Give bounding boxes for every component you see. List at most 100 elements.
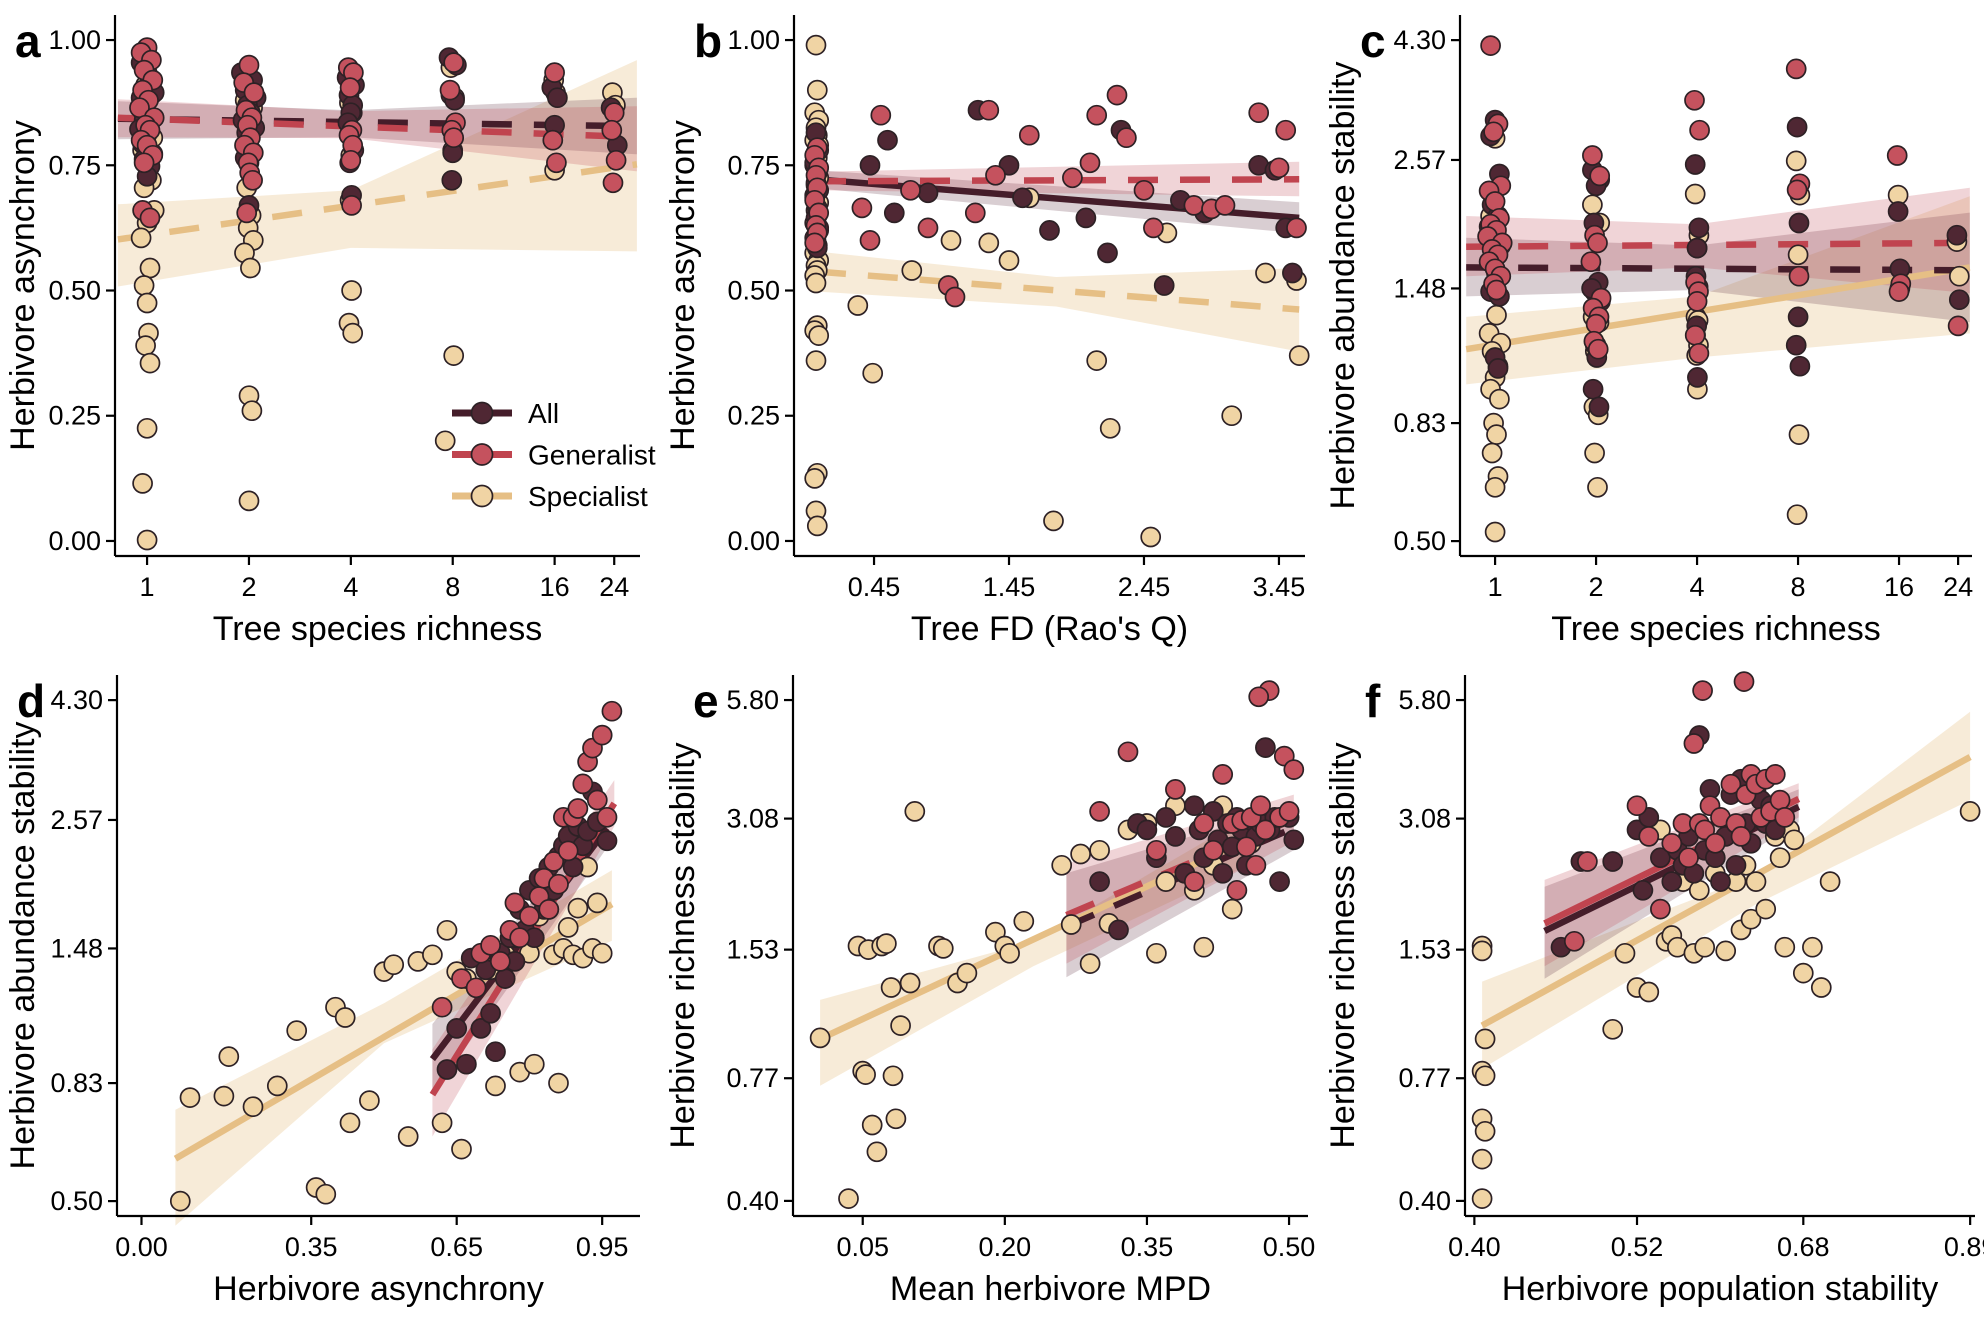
generalist-data-point xyxy=(1283,759,1305,780)
x-tick-label: 24 xyxy=(599,572,629,602)
specialist-data-point xyxy=(1481,442,1503,464)
generalist-data-point xyxy=(509,927,531,949)
generalist-data-point xyxy=(538,899,560,920)
all-data-point xyxy=(480,1002,501,1024)
generalist-data-point xyxy=(978,99,1000,121)
specialist-data-point xyxy=(436,919,458,941)
generalist-data-point xyxy=(1086,104,1108,126)
specialist-data-point xyxy=(1221,898,1243,920)
specialist-data-point xyxy=(135,335,156,356)
all-data-point xyxy=(1089,871,1110,892)
generalist-data-point xyxy=(443,52,465,73)
x-tick-label: 2 xyxy=(241,572,256,602)
specialist-data-point xyxy=(1099,417,1121,439)
generalist-data-point xyxy=(603,102,625,124)
specialist-data-point xyxy=(1474,1120,1496,1142)
y-axis-title: Herbivore asynchrony xyxy=(664,120,702,451)
specialist-data-point xyxy=(806,515,828,537)
specialist-data-point xyxy=(999,942,1020,964)
all-data-point xyxy=(446,1018,468,1039)
all-data-point xyxy=(1632,879,1654,901)
generalist-data-point xyxy=(1786,179,1808,201)
specialist-data-point xyxy=(485,1075,506,1097)
generalist-data-point xyxy=(1193,813,1215,834)
panel-b-svg: 0.45 1.45 2.45 3.45 0.00 0.25 0.50 0.75 1.00 Tree… xyxy=(664,15,1310,648)
specialist-data-point xyxy=(805,272,827,294)
all-data-point xyxy=(1789,355,1811,377)
specialist-data-point xyxy=(586,892,608,914)
specialist-data-point xyxy=(1785,150,1807,172)
specialist-data-point xyxy=(1484,521,1506,543)
specialist-data-point xyxy=(218,1046,240,1067)
all-data-point xyxy=(1786,116,1808,138)
generalist-data-point xyxy=(1689,119,1710,141)
generalist-data-point xyxy=(964,202,986,224)
generalist-data-point xyxy=(1116,127,1137,149)
generalist-data-point xyxy=(1774,807,1796,828)
specialist-data-point xyxy=(1740,908,1762,930)
specialist-data-point xyxy=(885,1108,907,1130)
specialist-data-point xyxy=(806,79,828,101)
y-tick-label: 3.08 xyxy=(726,804,779,834)
specialist-data-point xyxy=(1060,914,1082,935)
y-axis-title: Herbivore abundance stability xyxy=(4,722,42,1170)
panel-letter: c xyxy=(1360,15,1386,67)
y-tick-label: 0.50 xyxy=(48,276,101,306)
all-data-point xyxy=(1684,154,1706,175)
specialist-data-point xyxy=(1745,871,1767,892)
generalist-data-point xyxy=(804,232,826,254)
y-tick-label: 5.80 xyxy=(726,685,779,715)
all-data-point xyxy=(1283,829,1305,851)
generalist-data-point xyxy=(1587,338,1609,360)
all-data-point xyxy=(1588,396,1610,418)
panel-e: 0.05 0.20 0.35 0.50 0.40 0.77 1.53 3.08 5.80 Mean… xyxy=(660,660,1320,1321)
generalist-data-point xyxy=(1769,789,1791,811)
generalist-data-point xyxy=(133,152,155,174)
x-tick-label: 0.05 xyxy=(836,1232,889,1262)
all-data-point xyxy=(859,154,881,176)
specialist-data-point xyxy=(1089,839,1110,861)
generalist-data-point xyxy=(1764,764,1786,785)
x-tick-label: 8 xyxy=(445,572,460,602)
y-axis-title: Herbivore asynchrony xyxy=(4,120,42,451)
generalist-data-point xyxy=(1146,839,1167,861)
all-data-point xyxy=(883,202,905,224)
y-tick-label: 1.48 xyxy=(1393,273,1446,303)
all-confidence-band xyxy=(1466,212,1970,323)
x-axis-title: Herbivore population stability xyxy=(1502,1270,1939,1308)
x-tick-label: 0.89 xyxy=(1944,1232,1984,1262)
specialist-data-point xyxy=(899,972,921,994)
specialist-data-point xyxy=(339,1112,361,1134)
all-data-point xyxy=(1946,224,1968,246)
specialist-data-point xyxy=(1769,847,1791,869)
generalist-data-point xyxy=(1250,795,1271,817)
generalist-data-point xyxy=(546,152,567,174)
generalist-data-point xyxy=(1582,145,1603,166)
specialist-data-point xyxy=(838,1188,859,1209)
all-data-point xyxy=(1688,217,1710,239)
specialist-data-point xyxy=(434,430,456,452)
y-axis-title: Herbivore abundance stability xyxy=(1324,62,1362,510)
y-tick-label: 1.00 xyxy=(727,25,780,55)
generalist-data-point xyxy=(1692,680,1713,701)
specialist-data-point xyxy=(1140,526,1162,548)
specialist-data-point xyxy=(932,938,954,959)
x-tick-label: 0.52 xyxy=(1611,1232,1664,1262)
specialist-data-point xyxy=(866,1141,888,1163)
x-tick-label: 0.95 xyxy=(576,1232,629,1262)
generalist-data-point xyxy=(985,164,1006,186)
all-data-point xyxy=(1788,212,1810,234)
x-tick-label: 1 xyxy=(1488,572,1503,602)
generalist-data-point xyxy=(601,119,623,141)
legend-key-dot-all xyxy=(470,401,494,425)
specialist-data-point xyxy=(136,292,158,314)
specialist-data-point xyxy=(1587,476,1608,498)
y-tick-label: 1.00 xyxy=(48,25,101,55)
generalist-data-point xyxy=(1275,119,1297,141)
all-data-point xyxy=(877,129,898,151)
y-tick-label: 0.83 xyxy=(50,1068,103,1098)
specialist-data-point xyxy=(1471,1148,1493,1170)
all-data-point xyxy=(1687,367,1708,388)
panel-letter: f xyxy=(1365,675,1381,727)
all-data-point xyxy=(1136,819,1158,841)
